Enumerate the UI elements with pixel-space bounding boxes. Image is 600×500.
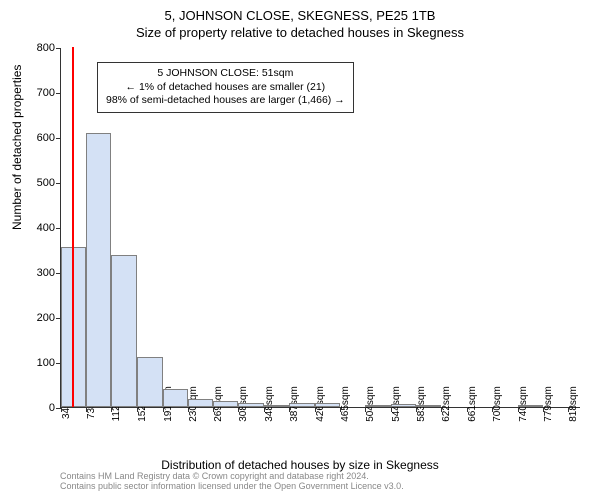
page-title: 5, JOHNSON CLOSE, SKEGNESS, PE25 1TB — [0, 0, 600, 23]
chart-subtitle: Size of property relative to detached ho… — [0, 23, 600, 40]
annotation-line1: 5 JOHNSON CLOSE: 51sqm — [106, 67, 345, 81]
y-tick-label: 500 — [21, 177, 55, 189]
y-tick-label: 100 — [21, 357, 55, 369]
y-tick-label: 400 — [21, 222, 55, 234]
y-tick-label: 700 — [21, 87, 55, 99]
histogram-bar — [111, 255, 137, 407]
x-tick-label: 348sqm — [264, 386, 275, 422]
y-tick-mark — [56, 183, 61, 184]
property-marker-line — [72, 47, 74, 407]
x-tick-label: 661sqm — [467, 386, 478, 422]
annotation-box: 5 JOHNSON CLOSE: 51sqm ← 1% of detached … — [97, 62, 354, 113]
footer-attribution: Contains HM Land Registry data © Crown c… — [60, 472, 404, 492]
footer-line2: Contains public sector information licen… — [60, 482, 404, 492]
y-tick-label: 0 — [21, 402, 55, 414]
x-tick-label: 818sqm — [568, 386, 579, 422]
y-tick-mark — [56, 138, 61, 139]
annotation-line2: ← 1% of detached houses are smaller (21) — [106, 81, 345, 95]
x-tick-label: 622sqm — [441, 386, 452, 422]
x-tick-label: 779sqm — [543, 386, 554, 422]
histogram-bar — [289, 403, 314, 408]
x-tick-label: 740sqm — [518, 386, 529, 422]
histogram-bar — [238, 403, 264, 407]
x-tick-label: 583sqm — [416, 386, 427, 422]
plot-area: 5 JOHNSON CLOSE: 51sqm ← 1% of detached … — [60, 48, 580, 408]
histogram-bar — [365, 405, 391, 407]
histogram-bar — [86, 133, 111, 408]
y-tick-label: 800 — [21, 42, 55, 54]
x-axis-label: Distribution of detached houses by size … — [0, 458, 600, 472]
histogram-bar — [391, 404, 416, 407]
y-tick-label: 300 — [21, 267, 55, 279]
y-tick-label: 600 — [21, 132, 55, 144]
histogram-bar — [518, 405, 543, 407]
histogram-bar — [416, 405, 441, 407]
y-tick-label: 200 — [21, 312, 55, 324]
histogram-bar — [315, 403, 340, 407]
x-tick-label: 700sqm — [492, 386, 503, 422]
histogram-bar — [188, 399, 213, 407]
histogram-bar — [264, 405, 289, 407]
annotation-line3: 98% of semi-detached houses are larger (… — [106, 94, 345, 108]
y-tick-mark — [56, 48, 61, 49]
y-tick-mark — [56, 228, 61, 229]
x-tick-label: 465sqm — [340, 386, 351, 422]
chart-container: 5, JOHNSON CLOSE, SKEGNESS, PE25 1TB Siz… — [0, 0, 600, 500]
y-tick-mark — [56, 93, 61, 94]
histogram-bar — [163, 389, 188, 407]
histogram-bar — [137, 357, 162, 407]
histogram-bar — [213, 401, 238, 407]
x-tick-label: 504sqm — [365, 386, 376, 422]
